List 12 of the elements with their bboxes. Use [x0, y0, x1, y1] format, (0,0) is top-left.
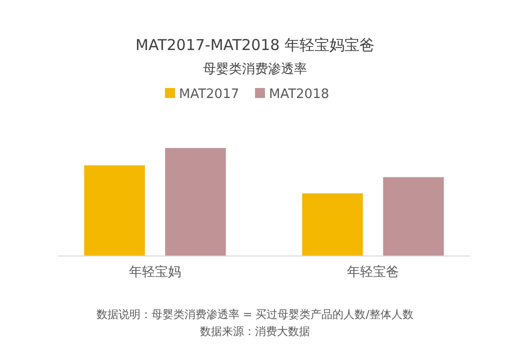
legend-label: MAT2017 — [179, 87, 240, 102]
legend-label: MAT2018 — [269, 87, 330, 102]
source-note: 数据来源：消费大数据 — [200, 325, 310, 338]
x-tick-label: 年轻宝爸 — [346, 264, 399, 280]
x-tick-label: 年轻宝妈 — [129, 264, 182, 280]
bar — [383, 177, 444, 256]
bar — [84, 165, 145, 256]
chart-subtitle: 母婴类消费渗透率 — [203, 61, 307, 77]
chart-title: MAT2017-MAT2018 年轻宝妈宝爸 — [136, 36, 374, 54]
bar — [302, 193, 363, 256]
text: 数据说明：母婴类消费渗透率 = 买过母婴类产品的人数/整体人数 — [96, 308, 414, 321]
bar — [165, 148, 226, 256]
